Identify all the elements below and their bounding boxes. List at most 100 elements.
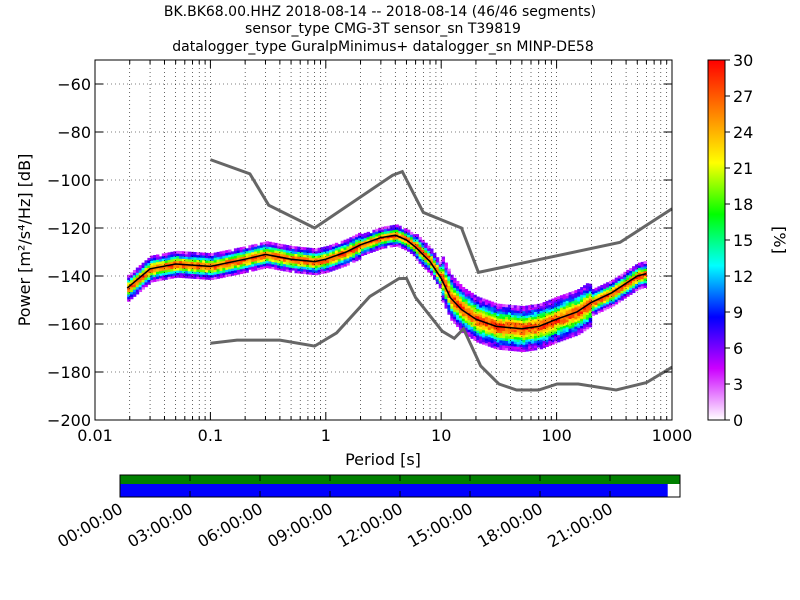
histogram-cell [479,326,483,330]
histogram-cell [606,296,610,300]
histogram-cell [395,229,399,233]
histogram-cell [274,247,278,251]
histogram-cell [484,318,489,322]
histogram-cell [507,319,512,322]
histogram-cell [476,330,480,334]
histogram-cell [533,340,538,344]
histogram-cell [505,316,509,320]
histogram-cell [127,294,131,297]
histogram-cell [582,301,587,305]
histogram-cell [378,242,382,246]
histogram-cell [464,288,469,292]
histogram-cell [320,266,324,270]
histogram-cell [545,317,549,321]
histogram-cell [378,234,382,238]
histogram-cell [467,307,471,311]
histogram-cell [167,269,171,273]
histogram-cell [242,253,246,257]
histogram-cell [614,299,619,303]
histogram-cell [496,337,500,341]
histogram-cell [496,330,500,333]
histogram-cell [271,242,275,246]
histogram-cell [487,300,492,304]
histogram-cell [398,242,402,246]
histogram-cell [205,269,209,273]
histogram-cell [533,342,538,346]
histogram-cell [141,265,145,269]
histogram-cell [256,262,261,266]
histogram-cell [167,259,171,263]
histogram-cell [571,303,575,307]
histogram-cell [366,236,371,240]
histogram-cell [525,324,529,328]
histogram-cell [548,335,552,339]
histogram-cell [559,314,564,318]
histogram-cell [580,299,584,302]
histogram-cell [239,256,244,260]
histogram-cell [548,306,552,310]
histogram-cell [464,327,469,331]
timeline: 00:00:0003:00:0006:00:0009:00:0012:00:00… [54,474,681,551]
histogram-cell [256,257,261,261]
histogram-cell [181,268,186,271]
histogram-cell [334,242,339,246]
histogram-cell [303,264,307,267]
histogram-cell [340,252,345,256]
histogram-cell [487,315,492,318]
histogram-cell [233,265,238,269]
histogram-cell [352,238,356,242]
histogram-cell [326,245,330,249]
histogram-cell [219,251,223,255]
histogram-cell [135,281,140,285]
histogram-cell [225,252,229,256]
histogram-cell [222,255,226,259]
histogram-cell [389,227,394,231]
histogram-cell [502,340,506,344]
histogram-cell [473,323,477,327]
histogram-cell [176,260,180,264]
colorbar-tick-label: 0 [733,411,743,430]
histogram-cell [181,258,186,262]
histogram-cell [557,332,561,336]
histogram-cell [135,274,140,278]
histogram-cell [251,254,255,258]
histogram-cell [493,305,497,308]
histogram-cell [199,276,203,280]
histogram-cell [582,328,587,332]
histogram-cell [464,322,469,326]
histogram-cell [525,312,529,316]
histogram-cell [248,264,252,268]
histogram-cell [138,269,143,273]
histogram-cell [640,261,645,265]
histogram-cell [427,262,431,266]
histogram-cell [577,322,581,326]
histogram-cell [202,276,206,280]
histogram-cell [548,330,552,334]
histogram-cell [568,323,572,327]
histogram-cell [337,256,342,260]
histogram-cell [254,243,258,247]
histogram-cell [265,262,270,266]
histogram-cell [539,343,544,347]
histogram-cell [222,265,226,269]
histogram-cell [461,323,466,326]
histogram-cell [499,318,503,322]
histogram-cell [623,288,627,292]
histogram-cell [444,267,448,271]
histogram-cell [265,243,270,247]
colorbar-tick-label: 12 [733,267,753,286]
histogram-cell [568,296,572,300]
histogram-cell [424,259,428,263]
histogram-cell [493,319,497,323]
histogram-cell [389,237,394,241]
histogram-cell [565,317,570,321]
histogram-cell [156,264,160,267]
histogram-cell [490,313,495,317]
histogram-cell [499,339,503,343]
histogram-cell [507,340,512,344]
histogram-cell [608,288,613,291]
histogram-cell [179,255,183,259]
histogram-cell [551,317,555,321]
histogram-cell [444,276,448,280]
histogram-cell [571,298,575,302]
